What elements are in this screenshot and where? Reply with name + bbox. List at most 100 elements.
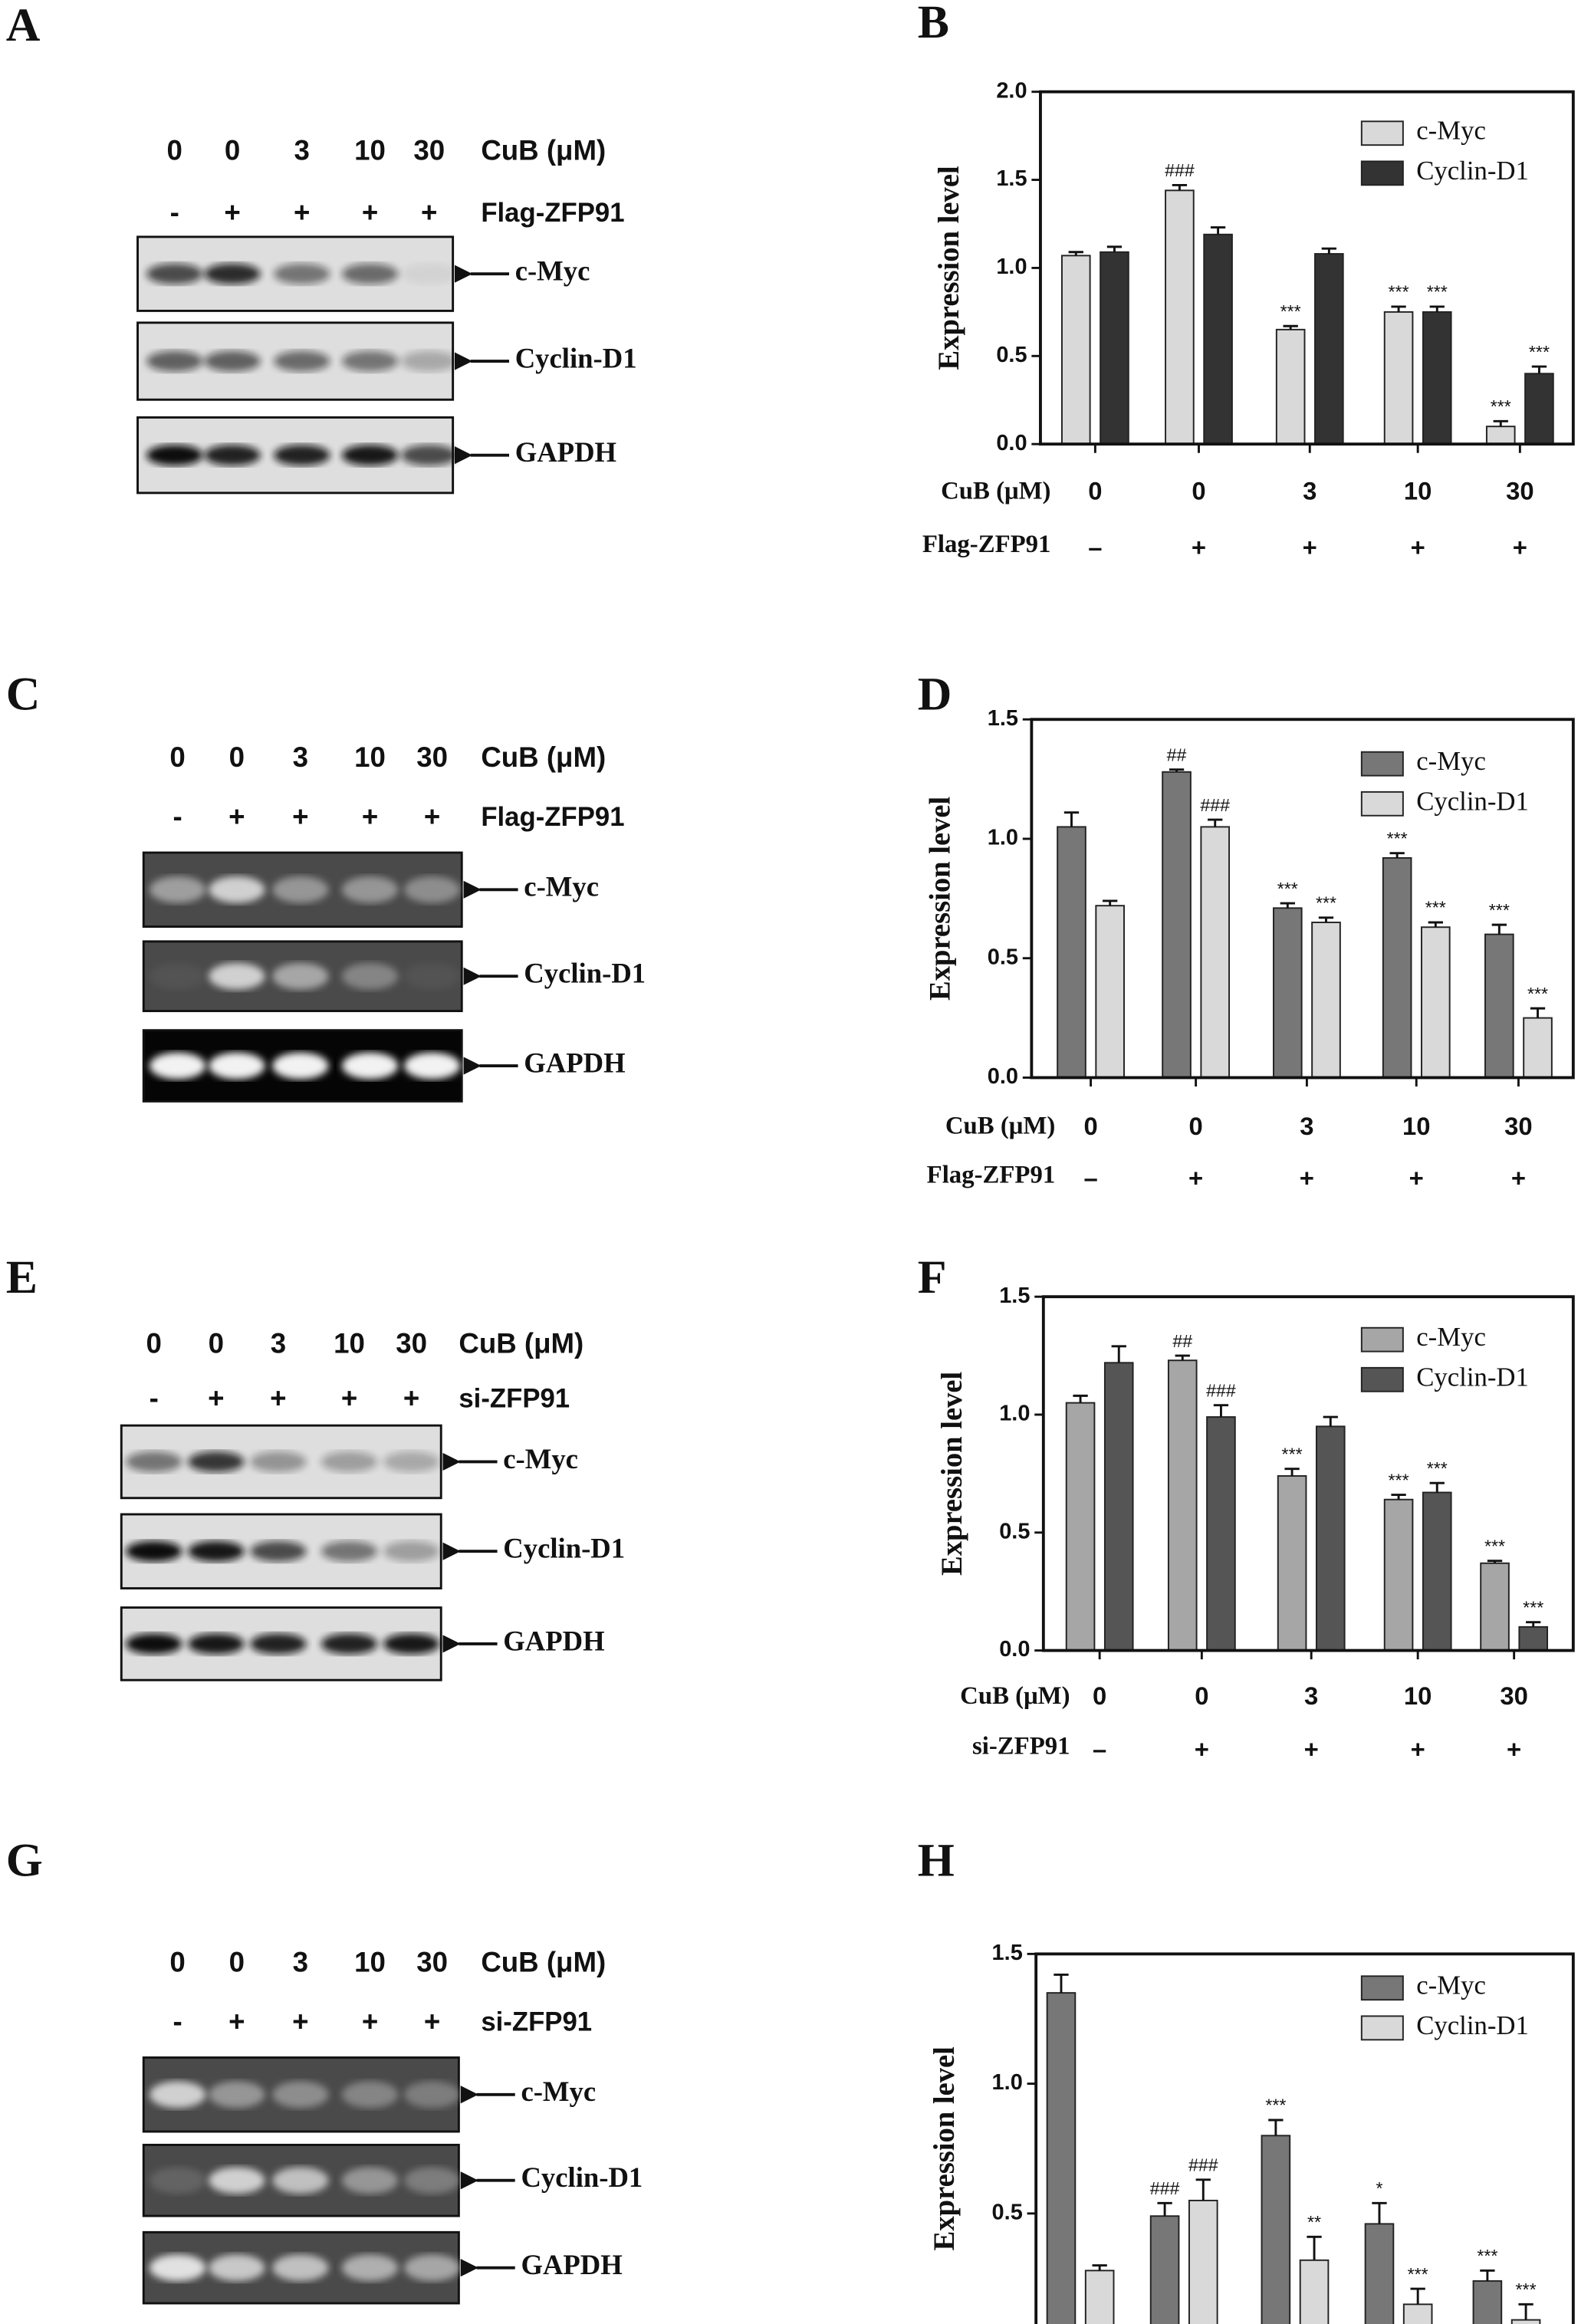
blot-band <box>126 1451 182 1472</box>
error-bar <box>1372 2201 1387 2224</box>
lane-label: 3 <box>294 135 310 166</box>
row-label: CuB (μM) <box>960 1682 1070 1710</box>
blot-band <box>272 1052 329 1080</box>
lane-label: 0 <box>146 1328 162 1359</box>
band-label: Cyclin-D1 <box>515 342 637 373</box>
y-tick-label: 1.0 <box>996 255 1027 279</box>
significance-label: *** <box>1389 282 1409 302</box>
x-tick-label-2: + <box>1507 1735 1521 1764</box>
blot-band <box>383 1540 440 1562</box>
blot-band <box>341 445 399 466</box>
band-label: Cyclin-D1 <box>521 2161 643 2193</box>
blot-band <box>272 876 329 903</box>
x-tick-label-2: + <box>1411 1735 1425 1764</box>
panel-letter: B <box>918 0 949 48</box>
blot-band <box>149 2167 206 2194</box>
lane-label: 10 <box>354 1947 386 1978</box>
lane-label: 0 <box>229 741 245 773</box>
sign-label: - <box>173 2006 182 2037</box>
x-tick-label: 3 <box>1303 477 1317 505</box>
y-tick-label: 0.0 <box>988 1064 1018 1089</box>
y-tick-label: 0.5 <box>999 1519 1030 1543</box>
bar <box>1103 1362 1134 1652</box>
error-bar <box>1268 2119 1284 2136</box>
error-bar <box>1323 1415 1338 1427</box>
bar <box>1095 905 1125 1079</box>
blot-band <box>250 1451 307 1472</box>
blot-band <box>403 876 461 903</box>
row-label: CuB (μM) <box>945 1113 1055 1140</box>
y-axis-label: Expression level <box>924 796 956 1001</box>
sign-label: + <box>424 800 440 832</box>
significance-label: ### <box>1200 795 1230 815</box>
lane-label: 30 <box>396 1328 427 1359</box>
bar <box>1188 2199 1218 2324</box>
error-bar <box>1280 902 1295 909</box>
blot-band <box>383 1451 440 1472</box>
y-tick-label: 0.5 <box>992 2200 1023 2224</box>
plot-frame <box>1041 1295 1575 1652</box>
y-tick-label: 0.0 <box>996 431 1027 455</box>
error-bar <box>1526 1621 1541 1627</box>
sign-label: + <box>228 2006 245 2037</box>
significance-label: *** <box>1277 879 1298 899</box>
panel-letter: G <box>6 1835 43 1887</box>
blot-band <box>403 2167 461 2194</box>
error-bar <box>1054 1973 1069 1994</box>
bar <box>1203 233 1233 445</box>
lane-label: 10 <box>354 135 386 166</box>
legend-swatch <box>1360 751 1404 777</box>
blot-band <box>383 1633 440 1655</box>
blot-band <box>341 2081 399 2109</box>
legend-label: Cyclin-D1 <box>1416 156 1529 186</box>
bar <box>1518 1625 1549 1652</box>
band-label: GAPDH <box>503 1625 604 1656</box>
error-bar <box>1321 247 1336 255</box>
blot-band <box>403 2254 461 2282</box>
error-bar <box>1157 2201 1172 2217</box>
bar <box>1382 856 1412 1079</box>
x-tick-label: 0 <box>1083 1112 1097 1140</box>
panel-letter: A <box>6 0 41 51</box>
y-tick-label: 1.5 <box>992 1941 1023 1965</box>
lane-label: 0 <box>225 135 240 166</box>
panel-letter: D <box>918 668 952 720</box>
sign-label: + <box>224 197 240 228</box>
legend-swatch <box>1360 160 1404 186</box>
row-label: Flag-ZFP91 <box>927 1161 1056 1188</box>
bar <box>1472 2280 1503 2324</box>
error-bar <box>1284 1468 1300 1476</box>
significance-label: *** <box>1489 900 1510 920</box>
significance-label: ### <box>1165 160 1195 180</box>
band-label: GAPDH <box>521 2249 622 2280</box>
error-bar <box>1210 226 1226 235</box>
x-tick-label: 0 <box>1189 1112 1203 1140</box>
error-bar <box>1307 2235 1322 2260</box>
significance-label: *** <box>1529 342 1550 362</box>
error-bar <box>1068 251 1083 256</box>
band-label: c-Myc <box>515 255 590 287</box>
significance-label: *** <box>1265 2096 1286 2115</box>
significance-label: ### <box>1206 1380 1236 1400</box>
significance-label: ### <box>1188 2155 1218 2175</box>
blot-band <box>272 2167 329 2194</box>
blot-band <box>188 1451 245 1472</box>
sign-label: + <box>341 1382 357 1414</box>
error-bar <box>1391 1494 1406 1500</box>
sign-label: + <box>228 800 245 832</box>
x-tick-label-2: – <box>1093 1735 1106 1764</box>
significance-label: *** <box>1491 396 1511 416</box>
blot-band <box>341 2254 399 2282</box>
bar <box>1383 311 1414 445</box>
legend-swatch <box>1360 1366 1404 1392</box>
blot-band <box>146 350 203 372</box>
y-tick-label: 1.0 <box>992 2070 1023 2095</box>
bar <box>1162 771 1192 1079</box>
x-tick-label-2: + <box>1192 533 1206 561</box>
significance-label: *** <box>1427 1458 1448 1478</box>
x-tick-label-2: + <box>1513 533 1527 561</box>
x-tick-label: 30 <box>1506 477 1533 505</box>
blot-band <box>149 962 206 990</box>
sign-label: + <box>362 197 378 228</box>
row-label: Flag-ZFP91 <box>922 531 1051 558</box>
